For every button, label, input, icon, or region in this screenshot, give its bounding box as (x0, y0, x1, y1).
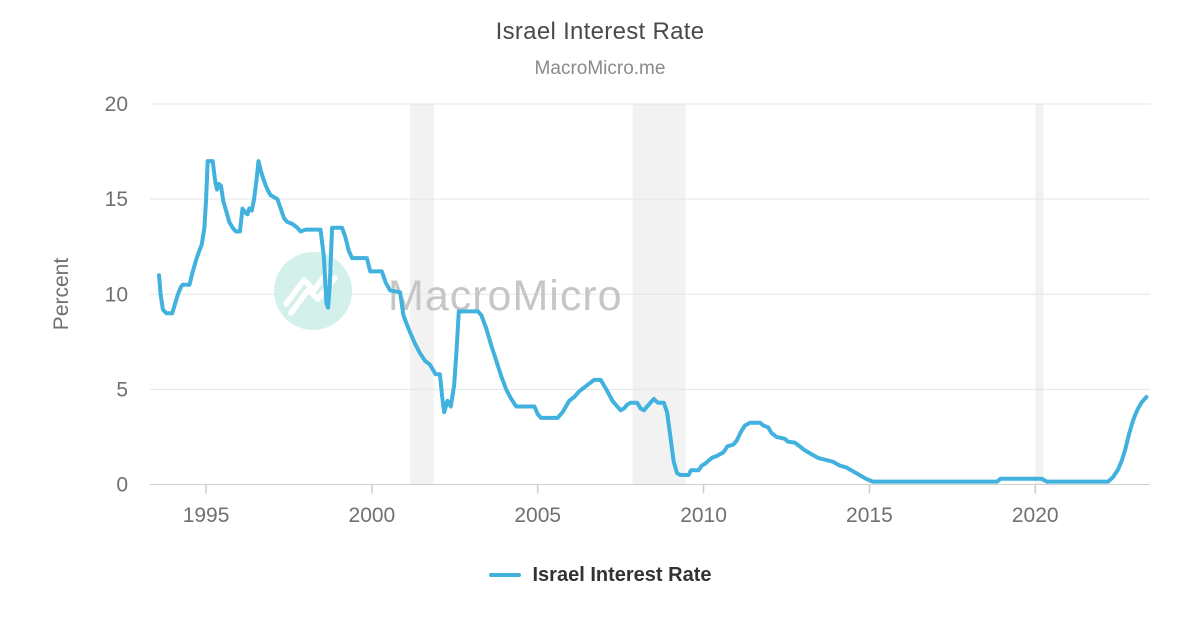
axes-layer: 0 5 10 15 20 1995 2000 2005 2010 2015 2020 (105, 93, 1059, 527)
y-tick-label: 20 (105, 93, 128, 116)
legend-line-swatch (488, 573, 521, 577)
y-tick-label: 10 (105, 283, 128, 306)
x-tick-label: 2005 (514, 504, 561, 527)
chart-subtitle: MacroMicro.me (534, 58, 666, 79)
watermark-brand-text: MacroMicro (388, 272, 623, 320)
x-tick-label: 2020 (1012, 504, 1059, 527)
y-tick-label: 15 (105, 188, 128, 211)
x-tick-label: 2015 (846, 504, 893, 527)
chart-title: Israel Interest Rate (495, 18, 705, 45)
y-tick-label: 5 (116, 378, 128, 401)
y-tick-label: 0 (116, 474, 128, 497)
series-line (157, 159, 1149, 484)
x-tick-label: 2000 (349, 504, 396, 527)
y-axis-title: Percent (50, 258, 73, 331)
x-tick-label: 2010 (680, 504, 727, 527)
x-tick-label: 1995 (183, 504, 230, 527)
watermark: MacroMicro (274, 252, 623, 330)
legend-item-israel-interest-rate[interactable]: Israel Interest Rate (488, 563, 712, 587)
series-layer (157, 159, 1149, 484)
legend-label: Israel Interest Rate (532, 563, 712, 586)
legend: Israel Interest Rate (0, 560, 1200, 590)
